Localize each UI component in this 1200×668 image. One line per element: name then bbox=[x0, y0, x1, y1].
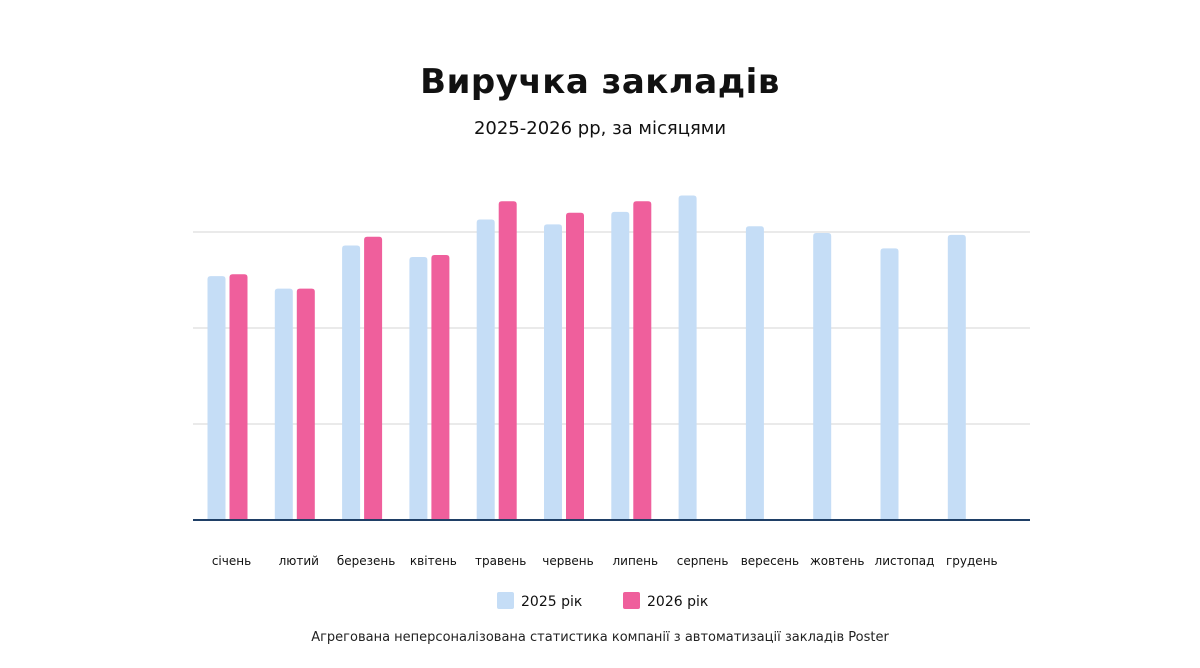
bar-2026-5 bbox=[566, 212, 584, 521]
chart-title: Виручка закладів bbox=[420, 62, 780, 102]
x-tick-label: травень bbox=[475, 554, 526, 568]
x-tick-label: серпень bbox=[677, 554, 729, 568]
legend-swatch-2026 bbox=[623, 592, 640, 609]
legend-label-2025: 2025 рік bbox=[521, 594, 582, 610]
legend-swatch-2025 bbox=[497, 592, 514, 609]
x-tick-label: липень bbox=[612, 554, 658, 568]
bar-2025-4 bbox=[476, 219, 495, 520]
x-tick-label: червень bbox=[542, 554, 593, 568]
legend: 2025 рік 2026 рік bbox=[497, 592, 708, 610]
x-tick-label: квітень bbox=[410, 554, 457, 568]
bar-2025-8 bbox=[745, 226, 764, 521]
bar-2025-6 bbox=[611, 211, 630, 520]
x-tick-label: листопад bbox=[875, 554, 935, 568]
bar-2025-1 bbox=[274, 288, 293, 520]
x-tick-label: вересень bbox=[741, 554, 799, 568]
x-tick-label: січень bbox=[212, 554, 251, 568]
bar-2025-2 bbox=[342, 245, 361, 520]
x-tick-label: жовтень bbox=[810, 554, 865, 568]
bar-2026-0 bbox=[229, 274, 248, 520]
x-tick-label: грудень bbox=[946, 554, 998, 568]
bar-2026-6 bbox=[633, 201, 652, 520]
bar-2025-10 bbox=[880, 248, 899, 520]
bar-2025-0 bbox=[207, 276, 226, 520]
bar-2026-2 bbox=[364, 236, 383, 521]
bar-2025-3 bbox=[409, 256, 428, 520]
x-tick-label: березень bbox=[337, 554, 395, 568]
chart-subtitle: 2025-2026 рр, за місяцями bbox=[473, 118, 727, 139]
source-note: Агрегована неперсоналізована статистика … bbox=[311, 630, 889, 645]
legend-label-2026: 2026 рік bbox=[647, 594, 708, 610]
bar-2026-1 bbox=[296, 288, 315, 520]
bar-2025-9 bbox=[813, 232, 832, 520]
bar-2025-5 bbox=[544, 224, 562, 520]
x-tick-labels: січень лютий березень квітень травень червень… bbox=[212, 554, 998, 568]
x-tick-label: лютий bbox=[279, 554, 319, 568]
bar-2026-4 bbox=[498, 201, 517, 520]
bar-2026-3 bbox=[431, 255, 450, 521]
bars bbox=[207, 195, 966, 521]
bar-2025-7 bbox=[678, 195, 697, 520]
bar-2025-11 bbox=[947, 234, 966, 520]
